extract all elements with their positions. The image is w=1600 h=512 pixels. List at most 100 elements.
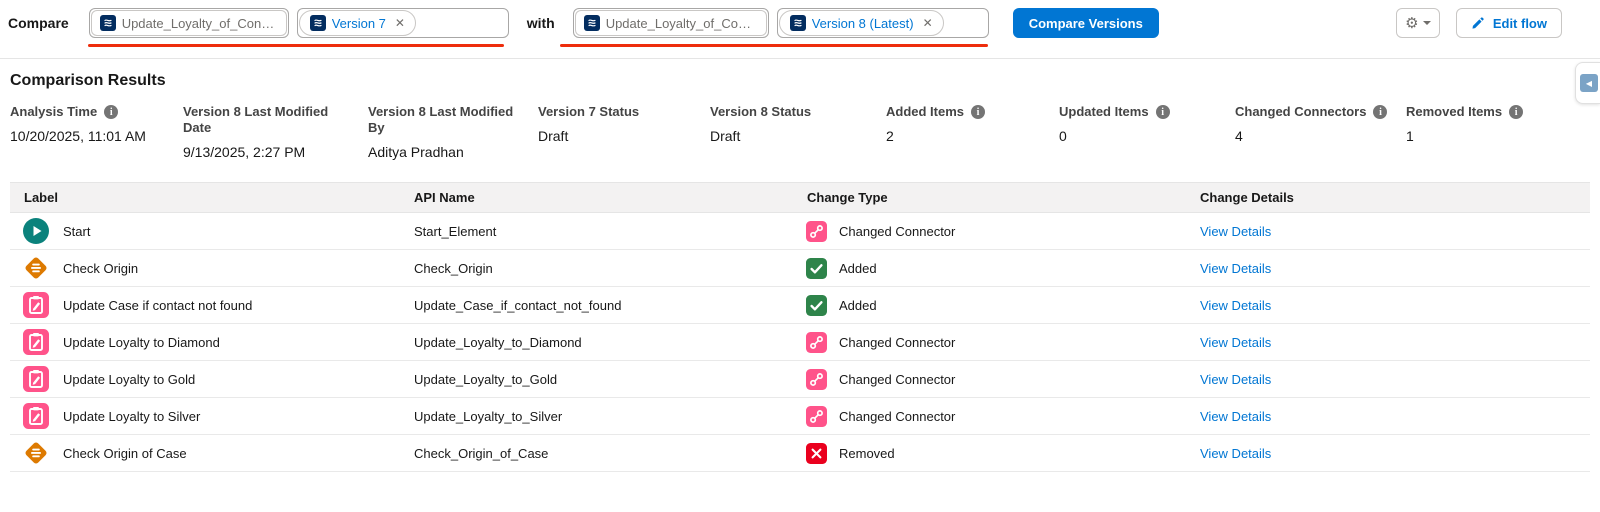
table-header: Label API Name Change Type Change Detail…	[10, 182, 1590, 213]
version-select-right[interactable]: Version 8 (Latest) ✕	[776, 8, 989, 38]
view-details-link[interactable]: View Details	[1200, 334, 1272, 350]
stat-label: Removed Items	[1406, 104, 1503, 119]
info-icon[interactable]	[971, 105, 986, 119]
added-icon	[806, 294, 827, 316]
summary-stat: Version 8 Status Draft	[710, 104, 886, 160]
remove-version-icon[interactable]: ✕	[394, 16, 405, 30]
column-header-api-name: API Name	[414, 190, 475, 205]
compare-toolbar: Compare Update_Loyalty_of_Contact Versio…	[0, 0, 1600, 59]
record-update-icon	[23, 329, 49, 355]
stat-value: 0	[1059, 128, 1067, 144]
stat-label: Changed Connectors	[1235, 104, 1367, 119]
pencil-icon	[1471, 16, 1485, 30]
compare-left-underline	[88, 44, 504, 47]
flow-icon	[789, 15, 806, 31]
chevron-down-icon	[1422, 21, 1431, 25]
column-header-change-details: Change Details	[1200, 190, 1294, 205]
view-details-link[interactable]: View Details	[1200, 260, 1272, 276]
summary-stat: Version 8 Last Modified By Aditya Pradha…	[368, 104, 538, 160]
row-label: Check Origin of Case	[63, 445, 187, 461]
stat-value: 4	[1235, 128, 1243, 144]
flow-pill-left-label: Update_Loyalty_of_Contact	[121, 15, 278, 31]
summary-stat: Version 8 Last Modified Date 9/13/2025, …	[183, 104, 368, 160]
view-details-link[interactable]: View Details	[1200, 223, 1272, 239]
summary-stats: Analysis Time 10/20/2025, 11:01 AM Versi…	[0, 104, 1600, 160]
info-icon[interactable]	[104, 105, 119, 119]
edit-flow-button[interactable]: Edit flow	[1455, 8, 1562, 38]
stat-value: Aditya Pradhan	[368, 144, 464, 160]
change-type-label: Changed Connector	[839, 223, 956, 239]
row-api-name: Update_Loyalty_to_Gold	[414, 371, 558, 387]
stat-label: Version 8 Last Modified Date	[183, 104, 329, 135]
row-api-name: Start_Element	[414, 223, 497, 239]
record-update-icon	[23, 292, 49, 318]
column-header-change-type: Change Type	[807, 190, 888, 205]
info-icon[interactable]	[1155, 105, 1170, 119]
version-pill-left-label: Version 7	[331, 15, 386, 31]
info-icon[interactable]	[1373, 105, 1388, 119]
flow-pill-right[interactable]: Update_Loyalty_of_Contact	[574, 10, 767, 36]
table-row: Check Origin of Case Check_Origin_of_Cas…	[10, 435, 1590, 472]
connector-icon	[806, 405, 827, 427]
row-label: Check Origin	[63, 260, 139, 276]
version-select-left[interactable]: Version 7 ✕	[296, 8, 509, 38]
flow-select-right[interactable]: Update_Loyalty_of_Contact	[572, 8, 769, 38]
flow-pill-left[interactable]: Update_Loyalty_of_Contact	[90, 10, 287, 36]
version-pill-right-label: Version 8 (Latest)	[811, 15, 914, 31]
change-type-label: Changed Connector	[839, 408, 956, 424]
removed-icon	[806, 442, 827, 464]
stat-value: 1	[1406, 128, 1414, 144]
table-body: Start Start_Element Changed Connector Vi…	[10, 213, 1590, 472]
edit-flow-label: Edit flow	[1492, 15, 1547, 31]
table-row: Start Start_Element Changed Connector Vi…	[10, 213, 1590, 250]
view-details-link[interactable]: View Details	[1200, 297, 1272, 313]
summary-stat: Changed Connectors 4	[1235, 104, 1406, 160]
row-label: Update Loyalty to Silver	[63, 408, 201, 424]
stat-value: Draft	[710, 128, 741, 144]
stat-label: Updated Items	[1059, 104, 1149, 119]
summary-stat: Version 7 Status Draft	[538, 104, 710, 160]
stat-value: Draft	[538, 128, 569, 144]
stat-label: Version 8 Status	[710, 104, 812, 119]
summary-stat: Added Items 2	[886, 104, 1059, 160]
start-icon	[23, 218, 49, 244]
comparison-results-panel: Comparison Results Analysis Time 10/20/2…	[0, 72, 1600, 472]
change-type-label: Removed	[839, 445, 895, 461]
row-api-name: Update_Loyalty_to_Silver	[414, 408, 563, 424]
stat-value: 2	[886, 128, 894, 144]
compare-label: Compare	[8, 15, 69, 31]
with-label: with	[526, 15, 555, 31]
summary-stat: Updated Items 0	[1059, 104, 1235, 160]
flow-select-left[interactable]: Update_Loyalty_of_Contact	[88, 8, 289, 38]
decision-icon	[23, 255, 49, 281]
remove-version-icon[interactable]: ✕	[922, 16, 933, 30]
view-details-link[interactable]: View Details	[1200, 371, 1272, 387]
table-row: Update Loyalty to Diamond Update_Loyalty…	[10, 324, 1590, 361]
stat-label: Analysis Time	[10, 104, 98, 119]
gear-icon: ⚙	[1405, 14, 1419, 32]
view-details-link[interactable]: View Details	[1200, 445, 1272, 461]
compare-versions-button[interactable]: Compare Versions	[1012, 8, 1159, 38]
panel-expand-button[interactable]: ◀	[1575, 62, 1600, 104]
table-row: Check Origin Check_Origin Added View Det…	[10, 250, 1590, 287]
flow-icon	[99, 15, 116, 31]
flow-icon	[309, 15, 326, 31]
column-header-label: Label	[24, 190, 58, 205]
info-icon[interactable]	[1509, 105, 1524, 119]
connector-icon	[806, 331, 827, 353]
record-update-icon	[23, 366, 49, 392]
settings-button[interactable]: ⚙	[1395, 8, 1440, 38]
version-pill-left[interactable]: Version 7 ✕	[298, 10, 416, 36]
table-row: Update Case if contact not found Update_…	[10, 287, 1590, 324]
comparison-table: Label API Name Change Type Change Detail…	[10, 182, 1590, 472]
change-type-label: Changed Connector	[839, 334, 956, 350]
connector-icon	[806, 368, 827, 390]
flow-icon	[583, 15, 600, 31]
row-api-name: Update_Case_if_contact_not_found	[414, 297, 622, 313]
table-row: Update Loyalty to Gold Update_Loyalty_to…	[10, 361, 1590, 398]
view-details-link[interactable]: View Details	[1200, 408, 1272, 424]
change-type-label: Changed Connector	[839, 371, 956, 387]
row-api-name: Check_Origin_of_Case	[414, 445, 549, 461]
version-pill-right[interactable]: Version 8 (Latest) ✕	[778, 10, 944, 36]
connector-icon	[806, 220, 827, 242]
